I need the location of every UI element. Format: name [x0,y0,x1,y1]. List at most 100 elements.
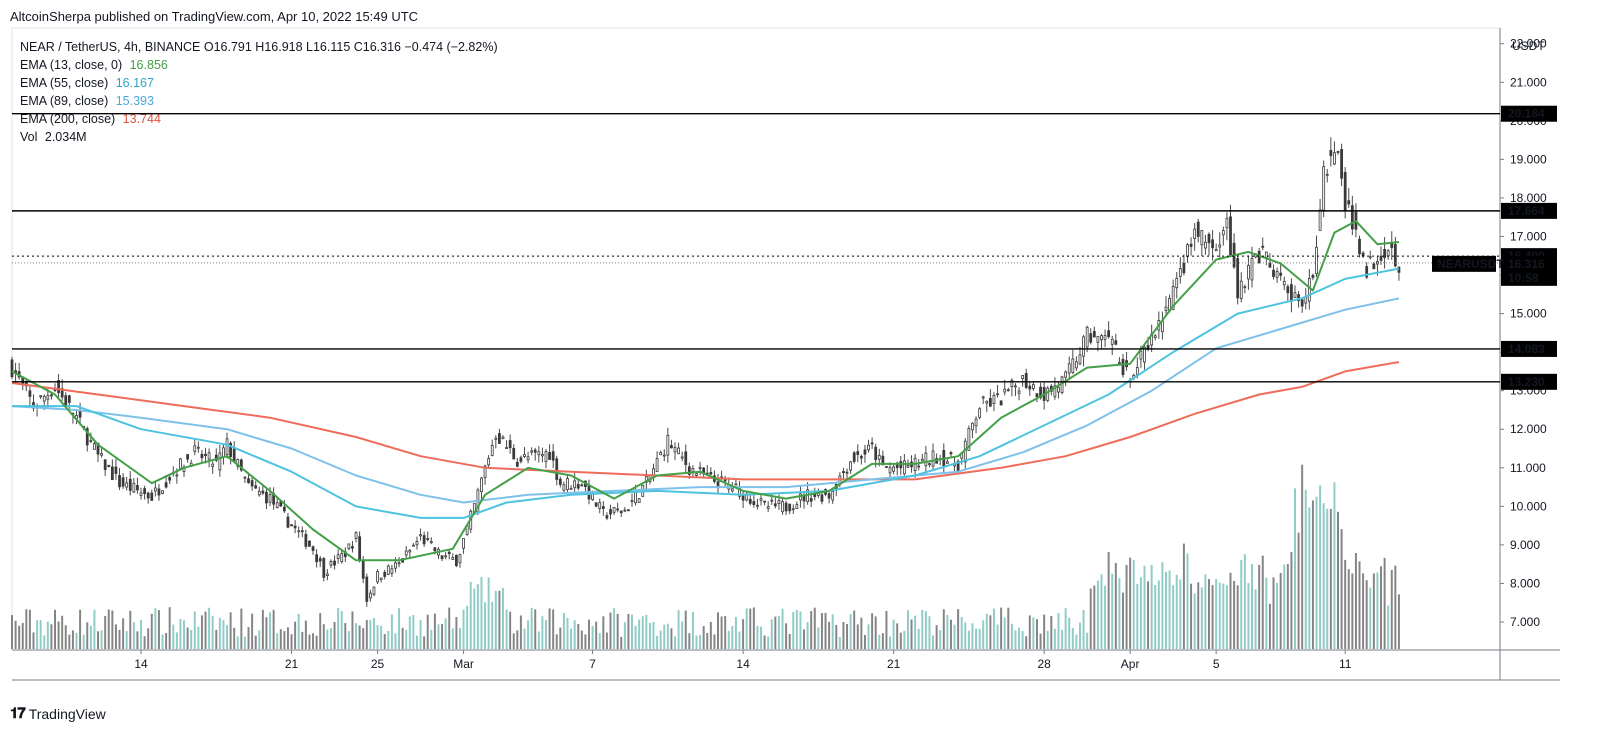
volume-bar [516,630,519,649]
candle [1293,292,1297,298]
volume-bar [620,636,623,649]
volume-bar [365,619,368,649]
volume-bar [717,612,719,649]
candle [601,506,605,509]
volume-bar [670,628,673,649]
volume-bar [828,621,831,649]
countdown-label: 10:58 [1508,271,1539,285]
candle [1397,266,1401,273]
volume-bar [867,624,870,649]
volume-bar [437,624,440,649]
volume-bar [903,630,906,649]
volume-bar [419,619,422,649]
volume-bar [279,629,282,649]
volume-bar [953,624,956,649]
candle [50,394,53,397]
volume-bar [1082,610,1085,649]
x-tick-label: 14 [134,657,148,671]
candle [1358,238,1361,255]
volume-bar [881,633,884,649]
candle [243,476,247,479]
x-tick-label: 25 [371,657,385,671]
volume-bar [93,609,96,649]
volume-bar [1096,580,1099,649]
last-price-badge-bg [1501,255,1557,286]
volume-bar [863,634,866,649]
candle [605,515,609,519]
volume-bar [64,625,67,649]
candle [125,482,129,488]
volume-bar [140,620,143,649]
volume-bar [1046,630,1049,649]
candle [1039,386,1042,399]
volume-bar [1200,587,1203,649]
candle [1264,251,1268,258]
volume-bar [1340,529,1343,649]
volume-bar [795,610,798,649]
volume-bar [247,627,250,649]
volume-bar [1132,559,1135,649]
candle [100,453,103,456]
candle [988,398,992,407]
candle [1247,265,1250,280]
volume-bar [1043,614,1046,649]
volume-bar [1229,572,1232,649]
candle [1092,330,1096,338]
volume-bar [846,623,849,649]
volume-bar [505,609,508,649]
volume-bar [537,631,540,649]
candle [996,393,999,396]
candle [386,565,390,575]
candle [1383,248,1386,258]
volume-bar [627,613,630,649]
candle [1032,384,1035,389]
volume-bar [89,625,92,649]
candle [46,395,50,400]
candle [612,507,616,513]
volume-bar [1240,560,1243,649]
volume-bar [186,627,189,649]
candle [892,466,896,472]
candle [85,428,89,446]
level-label: 14.083 [1508,342,1545,356]
volume-bar [100,630,103,649]
candle [945,461,949,464]
volume-bar [985,613,988,649]
candle [222,447,225,458]
volume-bar [752,607,755,649]
volume-bar [1168,570,1171,649]
volume-bar [1326,508,1329,649]
volume-bar [609,612,612,649]
volume-bar [136,631,139,649]
volume-bar [605,632,608,649]
volume-bar [39,620,42,649]
candle [254,485,258,489]
volume-bar [104,615,107,649]
volume-bar [175,632,178,649]
candle [971,422,974,431]
volume-bar [892,619,895,649]
candle [924,452,928,467]
volume-bar [1286,564,1289,649]
candle [770,499,774,502]
ema13-value: 16.856 [129,58,168,72]
candle [1028,385,1032,390]
volume-bar [1028,615,1031,649]
candle [494,437,498,440]
candle [440,555,444,560]
candle [412,544,415,547]
candle [1064,371,1068,378]
volume-bar [785,623,788,649]
volume-bar [1208,579,1210,649]
volume-bar [211,615,214,649]
volume-bar [580,630,583,649]
publish-info: AltcoinSherpa published on TradingView.c… [10,9,419,24]
candle [250,480,254,487]
volume-bar [1053,628,1056,649]
volume-bar [1283,564,1286,649]
volume-bar [989,615,992,649]
volume-bar [1089,588,1092,649]
volume-bar [261,609,264,649]
candle [308,540,311,547]
